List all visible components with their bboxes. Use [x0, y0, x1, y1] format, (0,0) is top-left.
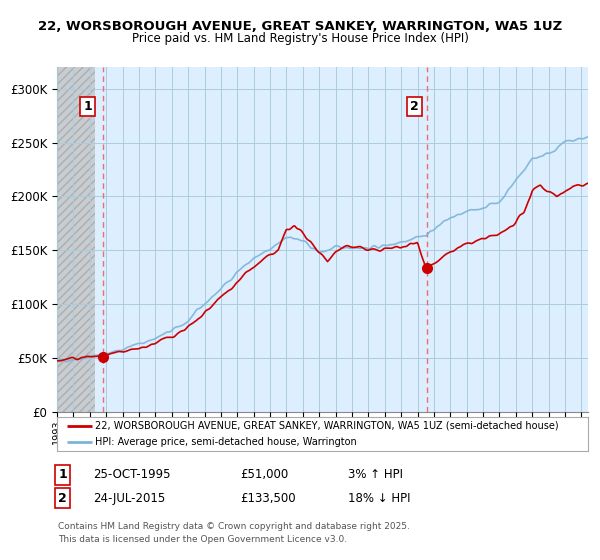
- Text: 2: 2: [410, 100, 419, 113]
- Text: £51,000: £51,000: [240, 468, 288, 482]
- Text: 22, WORSBOROUGH AVENUE, GREAT SANKEY, WARRINGTON, WA5 1UZ: 22, WORSBOROUGH AVENUE, GREAT SANKEY, WA…: [38, 20, 562, 34]
- Bar: [57, 67, 95, 412]
- Text: Contains HM Land Registry data © Crown copyright and database right 2025.
This d: Contains HM Land Registry data © Crown c…: [58, 522, 410, 544]
- Text: 1: 1: [83, 100, 92, 113]
- Text: Price paid vs. HM Land Registry's House Price Index (HPI): Price paid vs. HM Land Registry's House …: [131, 31, 469, 45]
- Text: HPI: Average price, semi-detached house, Warrington: HPI: Average price, semi-detached house,…: [95, 437, 357, 447]
- Text: 22, WORSBOROUGH AVENUE, GREAT SANKEY, WARRINGTON, WA5 1UZ (semi-detached house): 22, WORSBOROUGH AVENUE, GREAT SANKEY, WA…: [95, 421, 559, 431]
- Text: 25-OCT-1995: 25-OCT-1995: [93, 468, 170, 482]
- Text: 3% ↑ HPI: 3% ↑ HPI: [348, 468, 403, 482]
- Text: 2: 2: [58, 492, 67, 505]
- Text: £133,500: £133,500: [240, 492, 296, 505]
- Text: 18% ↓ HPI: 18% ↓ HPI: [348, 492, 410, 505]
- Text: 24-JUL-2015: 24-JUL-2015: [93, 492, 165, 505]
- Text: 1: 1: [58, 468, 67, 482]
